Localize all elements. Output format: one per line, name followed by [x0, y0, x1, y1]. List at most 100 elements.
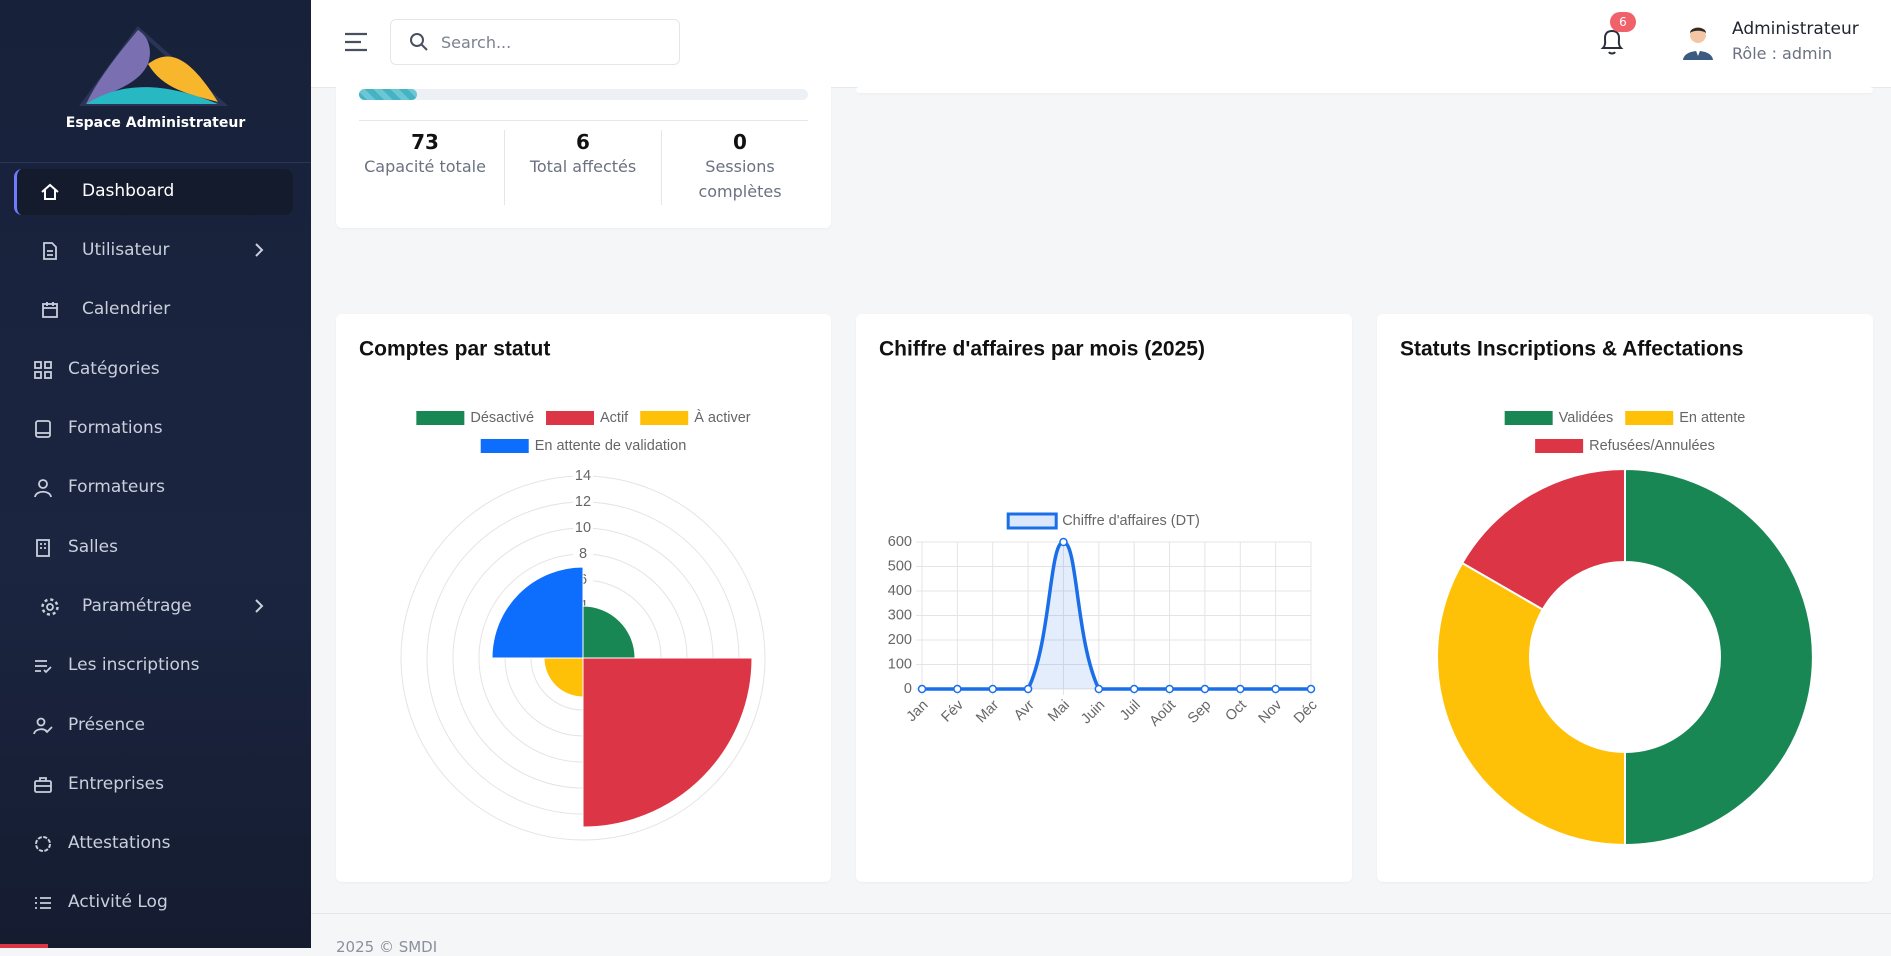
progress-bar	[359, 89, 417, 100]
point	[1306, 684, 1316, 694]
polar-segment	[582, 657, 753, 828]
legend-label: Validées	[1559, 410, 1614, 426]
icon	[33, 717, 53, 735]
stat-label: Total affectés	[529, 157, 637, 176]
menu-label: Paramétrage	[82, 596, 192, 616]
menu-item[interactable]: Calendrier	[0, 287, 311, 333]
y-tick-label: 0	[904, 681, 912, 697]
r-tick-label: 12	[575, 494, 591, 510]
x-tick-label: Août	[1147, 697, 1179, 729]
doughnut-segment	[1624, 467, 1814, 847]
card	[856, 87, 1873, 93]
search-box[interactable]: Search...	[390, 19, 680, 65]
x-tick-label: Oct	[1223, 697, 1250, 724]
chart: Comptes par statut2468101214DésactivéAct…	[359, 338, 766, 841]
menu-item[interactable]: Paramétrage	[0, 584, 311, 630]
chart-card: Comptes par statut2468101214DésactivéAct…	[336, 314, 831, 882]
accent	[0, 944, 48, 948]
chart-title: Comptes par statut	[359, 338, 550, 361]
polar-segment	[582, 605, 636, 659]
point	[1236, 684, 1245, 694]
legend-label: En attente	[1679, 410, 1745, 426]
point	[953, 684, 962, 694]
chart-card: Chiffre d'affaires par mois (2025) 0 100 20…	[856, 314, 1352, 882]
legend-label: Désactivé	[470, 410, 534, 426]
chevron	[255, 599, 264, 613]
point	[988, 684, 997, 694]
x-tick-label: Fév	[938, 697, 967, 726]
menu-item[interactable]: Formateurs	[0, 465, 311, 511]
icon	[34, 361, 52, 379]
doughnut-segment	[1460, 467, 1626, 611]
icon	[35, 660, 52, 674]
menu-label: Activité Log	[68, 892, 168, 912]
menu-label: Formateurs	[68, 477, 165, 497]
menu-toggle[interactable]	[343, 30, 371, 54]
menu-item[interactable]: Utilisateur	[0, 228, 311, 274]
icon	[35, 897, 51, 909]
icon	[35, 420, 51, 438]
stat-label: Sessions complètes	[698, 157, 782, 201]
tick-backdrop	[573, 494, 593, 510]
legend-swatch	[640, 411, 689, 425]
x-tick-label: Juil	[1117, 697, 1144, 724]
menu-item[interactable]: Activité Log	[0, 880, 311, 926]
progress-track	[359, 89, 808, 100]
x-tick-label: Juin	[1078, 697, 1108, 727]
menu-item[interactable]: Les inscriptions	[0, 643, 311, 689]
bell-icon[interactable]	[1599, 27, 1625, 57]
icon	[36, 539, 50, 557]
legend-swatch	[1504, 411, 1553, 425]
legend-label: Chiffre d'affaires (DT)	[1062, 513, 1200, 529]
x-tick-label: Jan	[904, 697, 932, 725]
search-icon	[410, 33, 428, 51]
menu-item[interactable]: Attestations	[0, 821, 311, 867]
y-tick-label: 600	[888, 534, 912, 550]
legend-swatch	[546, 411, 595, 425]
chart: Statuts Inscriptions & Affectations Valid…	[1400, 338, 1814, 847]
avatar[interactable]	[1681, 24, 1715, 60]
menu-item[interactable]: Dashboard	[0, 169, 311, 215]
stat: 0 Sessions complètes	[665, 130, 815, 204]
menu-label: Calendrier	[82, 299, 171, 319]
menu-item[interactable]: Présence	[0, 703, 311, 749]
legend-swatch	[1535, 439, 1584, 453]
header: Search... 6 Administrateur Rôle : admin	[311, 0, 1891, 88]
divider	[359, 120, 808, 121]
menu-item[interactable]: Formations	[0, 406, 311, 452]
menu-label: Formations	[68, 418, 163, 438]
footer: 2025 © SMDI	[336, 938, 438, 956]
point	[1094, 684, 1104, 694]
menu-label: Présence	[68, 715, 145, 735]
brand: Espace Administrateur	[65, 115, 246, 131]
menu-label: Catégories	[68, 359, 160, 379]
menu-item[interactable]: Catégories	[0, 347, 311, 393]
y-tick-label: 100	[888, 656, 912, 672]
chart-title: Statuts Inscriptions & Affectations	[1400, 338, 1743, 361]
notification-badge: 6	[1610, 12, 1636, 32]
y-tick-label: 400	[888, 583, 912, 599]
menu-label: Utilisateur	[82, 240, 170, 260]
point	[1165, 684, 1174, 694]
menu-item[interactable]: Entreprises	[0, 762, 311, 808]
r-tick-label: 14	[575, 468, 591, 484]
stat-value: 6	[576, 130, 590, 154]
search-placeholder: Search...	[441, 33, 512, 52]
user-name: Administrateur	[1732, 19, 1859, 39]
menu-label: Attestations	[68, 833, 171, 853]
x-tick-label: Avr	[1011, 697, 1038, 724]
legend-label: Refusées/Annulées	[1589, 438, 1715, 454]
polar-segment	[543, 657, 584, 698]
icon	[34, 479, 52, 498]
doughnut-segment	[1436, 561, 1626, 847]
legend-swatch	[1625, 411, 1674, 425]
menu-item[interactable]: Salles	[0, 525, 311, 571]
separator	[504, 130, 505, 205]
summary-card	[336, 87, 831, 228]
icon	[35, 836, 51, 852]
icon	[41, 598, 59, 616]
point	[1059, 537, 1068, 547]
r-tick-label: 10	[575, 520, 591, 536]
tick-backdrop	[573, 546, 593, 562]
y-tick-label: 300	[888, 607, 912, 623]
